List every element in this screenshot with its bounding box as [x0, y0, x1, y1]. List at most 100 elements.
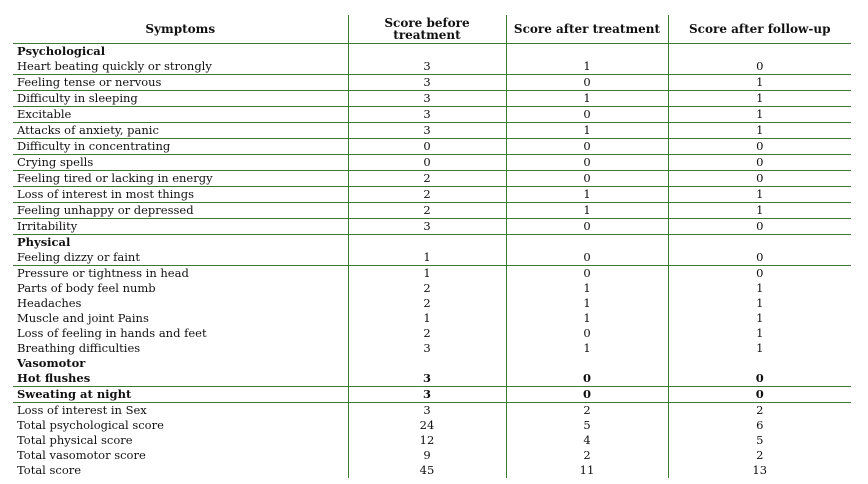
score-after-cell: 1	[505, 311, 668, 326]
score-before-cell: 1	[347, 311, 506, 326]
score-after-cell: 1	[505, 341, 668, 356]
score-follow-up-cell: 1	[667, 74, 851, 91]
empty-cell	[505, 43, 668, 59]
section-label: Physical	[17, 235, 71, 249]
score-after-cell: 0	[505, 74, 668, 91]
symptom-label: Loss of interest in most things	[13, 186, 348, 203]
score-before-cell: 3	[347, 59, 506, 75]
score-before-cell: 2	[347, 296, 506, 311]
score-follow-up-cell: 5	[667, 433, 851, 448]
score-after-cell: 0	[505, 106, 668, 123]
table-row: Heart beating quickly or strongly 3 1 0	[13, 59, 851, 75]
symptom-label: Difficulty in sleeping	[13, 90, 348, 107]
score-after-cell: 2	[505, 448, 668, 463]
symptom-label: Feeling unhappy or depressed	[13, 202, 348, 219]
table-row: Total physical score 12 4 5	[13, 433, 851, 448]
symptom-label: Total score	[17, 463, 82, 477]
score-follow-up-cell: 0	[667, 218, 851, 235]
score-follow-up-cell: 6	[667, 418, 851, 433]
table-row: Breathing difficulties 3 1 1	[13, 341, 851, 356]
section-label: Psychological	[17, 44, 106, 58]
symptom-label: Feeling tired or lacking in energy	[13, 170, 348, 187]
table-row: Muscle and joint Pains 1 1 1	[13, 311, 851, 326]
score-after-cell: 0	[505, 218, 668, 235]
empty-cell	[667, 356, 851, 371]
table-row: Feeling unhappy or depressed 2 1 1	[13, 202, 851, 219]
score-before-cell: 0	[347, 154, 506, 171]
symptom-label: Total vasomotor score	[17, 448, 146, 462]
score-after-cell: 1	[505, 202, 668, 219]
score-after-cell: 4	[505, 433, 668, 448]
score-before-cell: 3	[347, 122, 506, 139]
symptom-label: Feeling dizzy or faint	[13, 250, 348, 266]
symptom-score-table-container: Symptoms Score before treatment Score af…	[13, 15, 851, 478]
table-row: Total vasomotor score 9 2 2	[13, 448, 851, 463]
score-before-cell: 3	[347, 386, 506, 403]
symptom-label: Pressure or tightness in head	[17, 266, 189, 280]
table-row: Pressure or tightness in head 1 0 0	[13, 265, 851, 281]
score-before-cell: 3	[347, 402, 506, 418]
score-after-cell: 0	[505, 371, 668, 387]
header-row: Symptoms Score before treatment Score af…	[13, 15, 851, 44]
table-row: Sweating at night 3 0 0	[13, 386, 851, 403]
header-score-follow-up: Score after follow-up	[667, 15, 851, 44]
section-row: Vasomotor	[13, 356, 851, 371]
score-before-cell: 1	[347, 250, 506, 266]
symptom-label: Parts of body feel numb	[17, 281, 156, 295]
symptom-label: Irritability	[13, 218, 348, 235]
score-after-cell: 1	[505, 90, 668, 107]
score-follow-up-cell: 1	[667, 341, 851, 356]
table-row: Crying spells 0 0 0	[13, 154, 851, 171]
table-row: Parts of body feel numb 2 1 1	[13, 281, 851, 296]
header-score-after: Score after treatment	[505, 15, 668, 44]
symptom-score-table: Symptoms Score before treatment Score af…	[13, 15, 851, 478]
symptom-label: Difficulty in concentrating	[13, 138, 348, 155]
table-row: Hot flushes 3 0 0	[13, 371, 851, 387]
section-label: Vasomotor	[17, 356, 86, 370]
section-row: Physical	[13, 234, 851, 250]
score-follow-up-cell: 1	[667, 296, 851, 311]
score-follow-up-cell: 1	[667, 186, 851, 203]
score-follow-up-cell: 2	[667, 402, 851, 418]
score-after-cell: 0	[505, 265, 668, 281]
score-before-cell: 3	[347, 371, 506, 387]
empty-cell	[505, 356, 668, 371]
header-score-before: Score before treatment	[347, 15, 506, 44]
score-before-cell: 3	[347, 341, 506, 356]
score-before-cell: 2	[347, 202, 506, 219]
score-before-cell: 3	[347, 218, 506, 235]
header-symptoms: Symptoms	[13, 15, 348, 44]
section-row: Psychological	[13, 43, 851, 59]
score-before-cell: 3	[347, 106, 506, 123]
score-after-cell: 1	[505, 281, 668, 296]
table-row: Excitable 3 0 1	[13, 106, 851, 123]
score-follow-up-cell: 1	[667, 122, 851, 139]
score-before-cell: 1	[347, 265, 506, 281]
symptom-label: Heart beating quickly or strongly	[13, 59, 348, 75]
score-follow-up-cell: 1	[667, 90, 851, 107]
score-follow-up-cell: 1	[667, 311, 851, 326]
table-row: Headaches 2 1 1	[13, 296, 851, 311]
symptom-label: Excitable	[13, 106, 348, 123]
symptom-label: Headaches	[17, 296, 82, 310]
symptom-label: Hot flushes	[13, 371, 348, 387]
table-row: Loss of interest in most things 2 1 1	[13, 186, 851, 203]
table-row: Total score 45 11 13	[13, 463, 851, 478]
score-after-cell: 5	[505, 418, 668, 433]
score-after-cell: 1	[505, 296, 668, 311]
score-after-cell: 0	[505, 386, 668, 403]
score-before-cell: 9	[347, 448, 506, 463]
score-follow-up-cell: 0	[667, 386, 851, 403]
symptom-label: Loss of interest in Sex	[17, 403, 147, 417]
score-follow-up-cell: 0	[667, 138, 851, 155]
table-row: Attacks of anxiety, panic 3 1 1	[13, 122, 851, 139]
empty-cell	[667, 234, 851, 250]
empty-cell	[505, 234, 668, 250]
score-follow-up-cell: 0	[667, 154, 851, 171]
score-after-cell: 0	[505, 138, 668, 155]
score-before-cell: 45	[347, 463, 506, 478]
score-after-cell: 0	[505, 326, 668, 341]
empty-cell	[347, 234, 506, 250]
table-row: Loss of feeling in hands and feet 2 0 1	[13, 326, 851, 341]
score-follow-up-cell: 13	[667, 463, 851, 478]
